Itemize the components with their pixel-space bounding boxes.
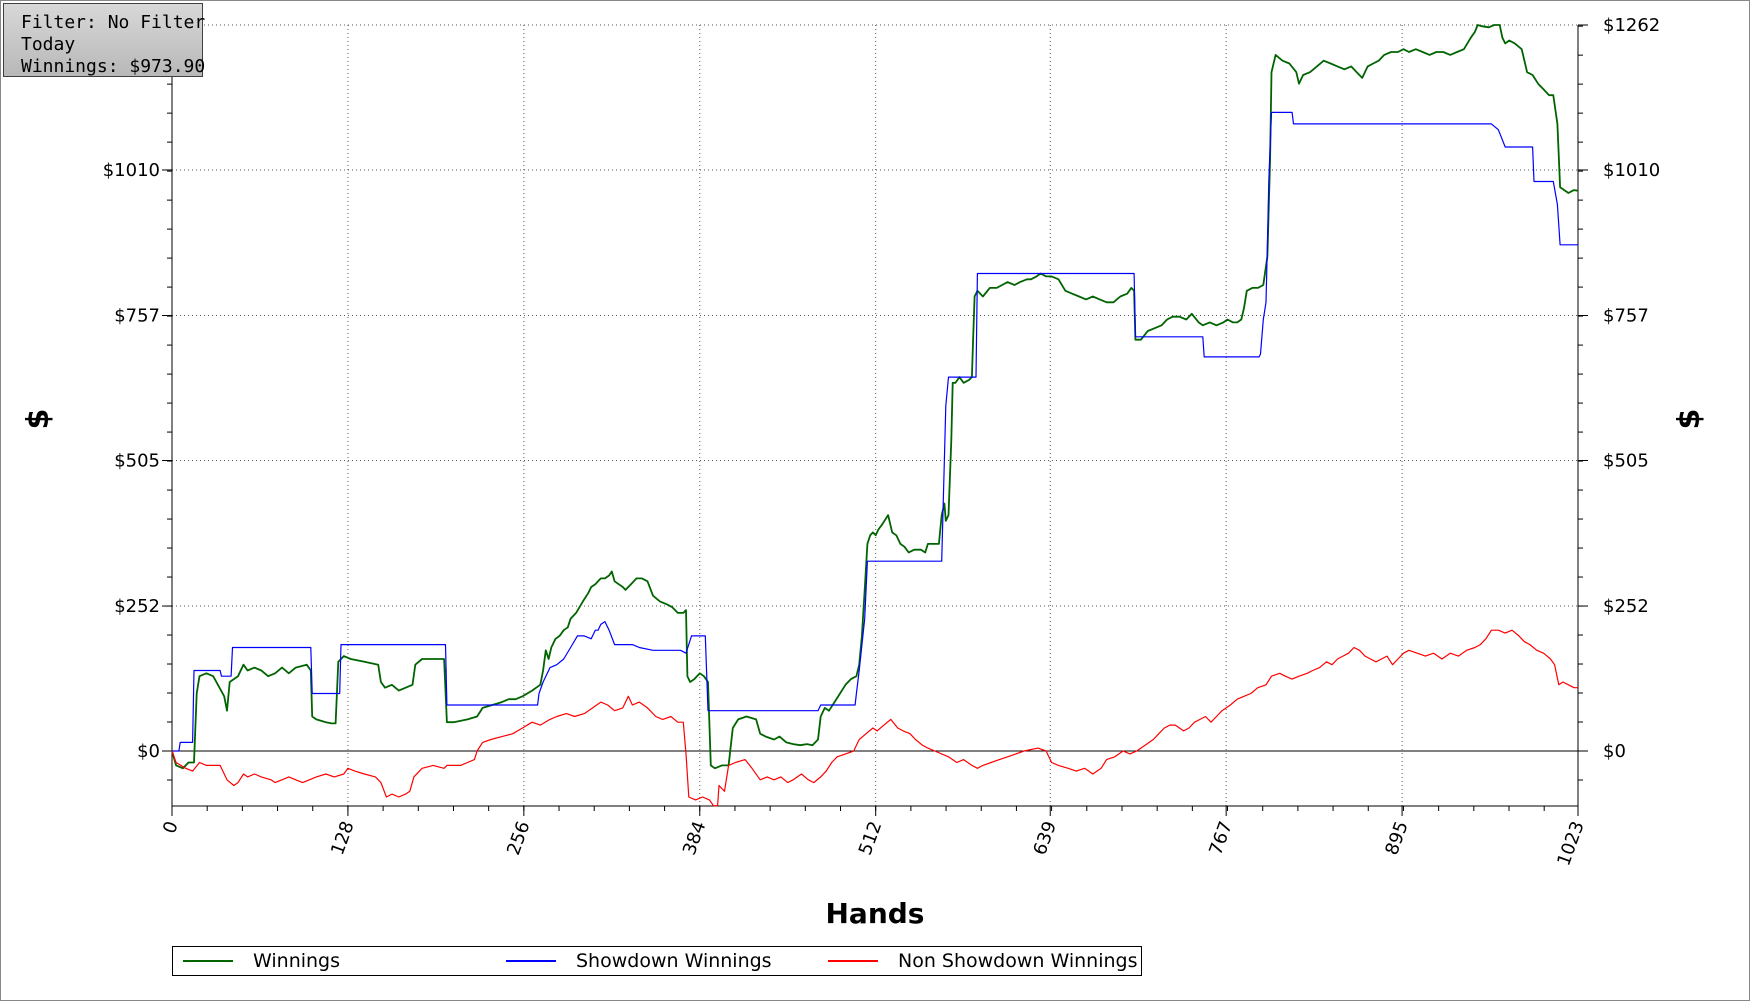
y-tick-label: $252	[114, 596, 160, 617]
legend-swatch-winnings	[183, 960, 233, 962]
legend-item-non-showdown: Non Showdown Winnings	[828, 947, 1138, 975]
x-tick-label: 767	[1205, 819, 1236, 858]
winnings-total-text: Winnings: $973.90	[21, 56, 206, 77]
legend-label-showdown: Showdown Winnings	[576, 950, 772, 972]
x-tick-label: 1023	[1553, 819, 1588, 869]
y-axis-title-right: $	[1672, 409, 1707, 430]
y-tick-label-right: $0	[1603, 741, 1626, 762]
x-tick-label: 384	[679, 819, 710, 858]
y-tick-label: $1010	[103, 160, 160, 181]
y-tick-label-right: $757	[1603, 306, 1649, 327]
y-tick-label: $757	[114, 306, 160, 327]
y-tick-label-right: $505	[1603, 450, 1649, 471]
legend-swatch-non-showdown	[828, 960, 878, 962]
non-showdown-winnings-line	[171, 629, 1578, 807]
legend-label-winnings: Winnings	[253, 950, 341, 972]
legend-swatch-showdown	[506, 960, 556, 962]
showdown-winnings-line	[172, 111, 1578, 752]
legend: Winnings Showdown Winnings Non Showdown …	[172, 946, 1142, 976]
y-axis-title-left: $	[21, 409, 56, 430]
y-tick-label-right: $1010	[1603, 160, 1660, 181]
grid	[172, 24, 1578, 806]
y-tick-label-right: $252	[1603, 596, 1649, 617]
filter-info-box: Filter: No Filter Today Winnings: $973.9…	[3, 3, 206, 77]
x-tick-label: 128	[327, 819, 358, 858]
y-tick-label: $505	[114, 450, 160, 471]
y-tick-label-right: $1262	[1603, 15, 1660, 36]
series	[171, 24, 1579, 807]
x-tick-label: 639	[1029, 819, 1060, 858]
winnings-line	[171, 24, 1579, 770]
x-tick-label: 895	[1381, 819, 1412, 858]
x-tick-label: 256	[503, 819, 534, 858]
y-tick-label: $0	[137, 741, 160, 762]
axes: $0 $0 $252 $252 $505 $505 $757 $757 $1010 $1010 $1…	[103, 15, 1661, 869]
legend-item-winnings: Winnings	[183, 947, 340, 975]
x-tick-label: 512	[855, 819, 886, 858]
legend-item-showdown: Showdown Winnings	[506, 947, 772, 975]
x-axis-title: Hands	[826, 897, 925, 930]
filter-text: Filter: No Filter	[21, 12, 206, 33]
x-tick-label: 0	[159, 819, 183, 837]
period-text: Today	[21, 34, 76, 55]
legend-label-non-showdown: Non Showdown Winnings	[898, 950, 1138, 972]
